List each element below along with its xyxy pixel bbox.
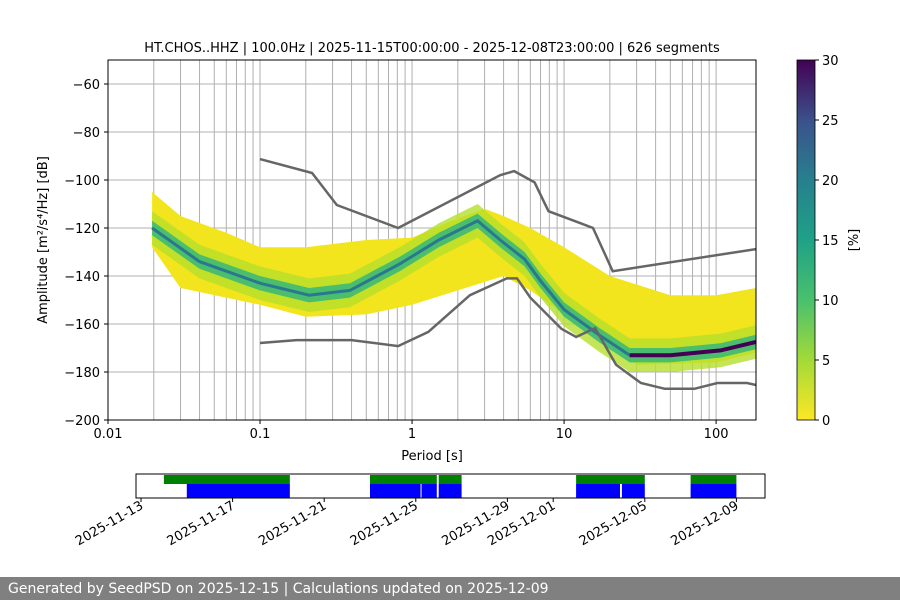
timeline-tick-label: 2025-12-05 [577, 498, 650, 549]
data-availability-timeline: 2025-11-13 2025-11-17 2025-11-21 2025-11-25… [73, 473, 766, 549]
colorbar-ticks: 0 5 10 15 20 25 30 [815, 54, 839, 429]
y-ticks: −60 −80 −100 −120 −140 −160 −180 −200 [64, 78, 108, 429]
y-tick-label: −160 [64, 318, 100, 333]
psd-band-inner [152, 213, 756, 363]
psd-band-outer [152, 204, 756, 372]
y-tick-label: −80 [73, 126, 100, 141]
x-tick-label: 1 [408, 427, 416, 442]
nlnm-line [259, 277, 756, 391]
colorbar-tick-label: 5 [822, 354, 830, 369]
availability-bar-green [163, 475, 290, 484]
x-tick-label: 100 [704, 427, 729, 442]
timeline-tick-label: 2025-12-09 [668, 498, 741, 549]
y-tick-label: −120 [64, 222, 100, 237]
availability-bar-blue [186, 484, 290, 498]
colorbar-tick-label: 20 [822, 174, 839, 189]
psd-mode-peak [629, 340, 756, 358]
noise-models [259, 157, 756, 391]
colorbar-tick-label: 15 [822, 234, 839, 249]
y-axis-label: Amplitude [m²/s⁴/Hz] [dB] [36, 156, 51, 324]
y-tick-label: −200 [64, 414, 100, 429]
availability-bar-blue [576, 484, 620, 498]
timeline-tick-label: 2025-11-17 [165, 498, 238, 549]
y-tick-label: −140 [64, 270, 100, 285]
colorbar [796, 59, 816, 421]
timeline-tick-label: 2025-11-13 [73, 498, 146, 549]
y-tick-label: −180 [64, 366, 100, 381]
availability-bar-blue [621, 484, 645, 498]
x-tick-label: 0.1 [250, 427, 271, 442]
x-ticks: 0.01 0.1 1 10 100 [94, 420, 729, 442]
colorbar-tick-label: 25 [822, 114, 839, 129]
availability-bar-blue [421, 484, 437, 498]
colorbar-label: [%] [847, 229, 862, 252]
timeline-tick-label: 2025-11-21 [256, 498, 329, 549]
y-tick-label: −100 [64, 174, 100, 189]
x-tick-label: 10 [556, 427, 573, 442]
availability-bar-green [576, 475, 645, 484]
x-tick-label: 0.01 [94, 427, 123, 442]
y-tick-label: −60 [73, 78, 100, 93]
heatmap [151, 192, 756, 372]
availability-bar-blue [438, 484, 462, 498]
availability-bar-blue [370, 484, 421, 498]
availability-bar-green [370, 475, 437, 484]
psd-envelope [152, 192, 756, 365]
nhnm-line [259, 157, 756, 273]
timeline-tick-label: 2025-11-25 [348, 498, 421, 549]
availability-bar-green [438, 475, 462, 484]
colorbar-tick-label: 10 [822, 294, 839, 309]
plot-frame [107, 59, 757, 421]
timeline-frame [135, 473, 766, 499]
chart-title: HT.CHOS..HHZ | 100.0Hz | 2025-11-15T00:0… [144, 41, 720, 56]
availability-bar-green [690, 475, 737, 484]
availability-bar-blue [690, 484, 737, 498]
x-axis-label: Period [s] [401, 449, 463, 464]
colorbar-tick-label: 0 [822, 414, 830, 429]
colorbar-tick-label: 30 [822, 54, 839, 69]
footer-text: Generated by SeedPSD on 2025-12-15 | Cal… [0, 577, 900, 600]
